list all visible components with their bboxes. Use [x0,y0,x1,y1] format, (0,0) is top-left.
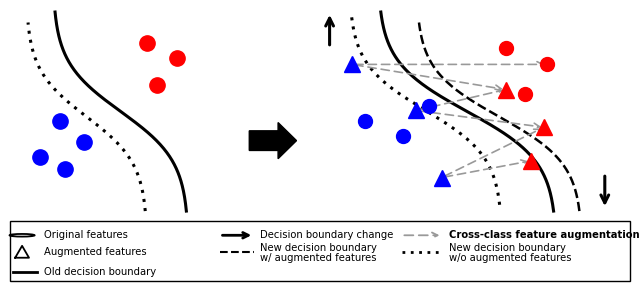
FancyArrow shape [250,123,296,159]
Text: New decision boundary: New decision boundary [260,243,378,253]
Text: w/ augmented features: w/ augmented features [260,253,377,263]
Text: Cross-class feature augmentation: Cross-class feature augmentation [449,230,639,240]
Text: w/o augmented features: w/o augmented features [449,253,571,263]
Text: Decision boundary change: Decision boundary change [260,230,394,240]
Text: Old decision boundary: Old decision boundary [44,267,156,277]
Text: Augmented features: Augmented features [44,247,147,257]
Text: New decision boundary: New decision boundary [449,243,566,253]
Text: Original features: Original features [44,230,128,240]
